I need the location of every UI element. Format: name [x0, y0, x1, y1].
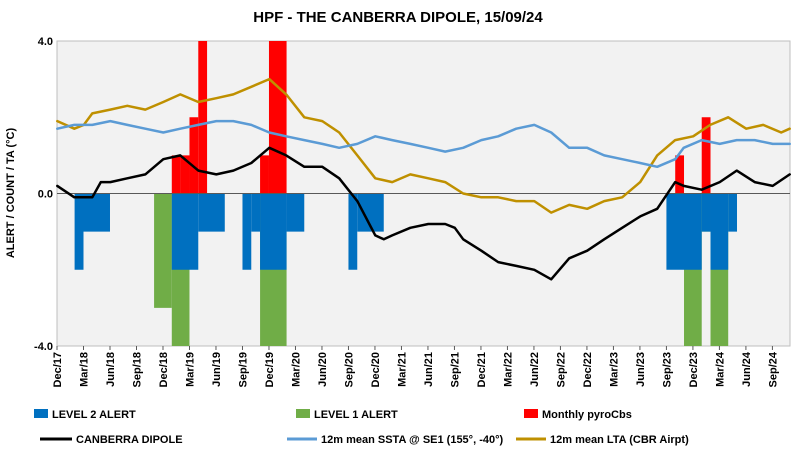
level2-alert-bar [286, 193, 305, 232]
x-tick-label: Dec/20 [370, 352, 382, 387]
level2-alert-bar [728, 193, 738, 232]
x-tick-label: Jun/22 [529, 352, 541, 387]
chart-title: HPF - THE CANBERRA DIPOLE, 15/09/24 [253, 9, 543, 26]
legend-label-level2: LEVEL 2 ALERT [52, 409, 136, 421]
x-tick-label: Mar/19 [185, 352, 197, 387]
pyrocb-bar [171, 155, 181, 194]
level2-alert-bar [171, 193, 199, 270]
x-tick-label: Sep/18 [132, 352, 144, 387]
legend-swatch-level1 [296, 409, 310, 418]
x-tick-label: Dec/23 [688, 352, 700, 387]
legend-label-level1: LEVEL 1 ALERT [314, 409, 398, 421]
x-tick-label: Sep/24 [767, 351, 779, 387]
pyrocb-bar [701, 117, 711, 194]
x-tick-label: Jun/24 [741, 351, 753, 387]
x-tick-label: Jun/19 [211, 352, 223, 387]
x-tick-label: Mar/20 [291, 352, 303, 387]
legend-label-dipole: CANBERRA DIPOLE [76, 434, 183, 446]
x-tick-label: Dec/22 [582, 352, 594, 387]
dipole-line [56, 146, 791, 281]
level2-alert-bar [242, 193, 252, 270]
pyrocb-bar [268, 41, 287, 194]
legend-label-ssta: 12m mean SSTA @ SE1 (155°, -40°) [321, 434, 503, 446]
level2-alert-bar [251, 193, 261, 232]
pyrocb-bar [180, 155, 190, 194]
y-axis-label: ALERT / COUNT / TA (°C) [5, 128, 17, 259]
y-tick-label: 0.0 [38, 189, 53, 201]
level2-alert-bar [666, 193, 702, 270]
level2-alert-bar [198, 193, 225, 232]
x-tick-label: Mar/24 [714, 351, 726, 387]
x-tick-label: Mar/23 [608, 352, 620, 387]
x-tick-label: Dec/21 [476, 352, 488, 387]
x-tick-label: Sep/20 [344, 352, 356, 387]
legend-swatch-level2 [34, 409, 48, 418]
x-tick-label: Sep/19 [238, 352, 250, 387]
x-tick-label: Dec/19 [264, 352, 276, 387]
level2-alert-bar [710, 193, 729, 270]
level2-alert-bar [83, 193, 110, 232]
legend: LEVEL 2 ALERT LEVEL 1 ALERT Monthly pyro… [34, 409, 689, 446]
legend-swatch-pyro [524, 409, 538, 418]
x-tick-label: Mar/22 [502, 352, 514, 387]
ssta-line [56, 119, 791, 169]
pyrocb-bar [189, 117, 199, 194]
level2-alert-bar [260, 193, 287, 270]
pyrocb-bar [260, 155, 269, 194]
x-tick-label: Dec/17 [52, 352, 64, 387]
x-tick-label: Mar/18 [79, 352, 91, 387]
legend-label-lta: 12m mean LTA (CBR Airpt) [550, 434, 689, 446]
x-tick-label: Jun/23 [635, 352, 647, 387]
level2-alert-bar [348, 193, 358, 270]
level2-alert-bar [74, 193, 84, 270]
x-tick-label: Sep/23 [661, 352, 673, 387]
level2-alert-bar [701, 193, 711, 232]
x-tick-label: Sep/22 [555, 352, 567, 387]
level1-alert-bar [154, 193, 172, 308]
lta-line [56, 77, 791, 214]
legend-label-pyro: Monthly pyroCbs [542, 409, 632, 421]
x-tick-label: Jun/20 [317, 352, 329, 387]
x-tick-label: Jun/18 [105, 352, 117, 387]
x-tick-label: Sep/21 [449, 352, 461, 387]
y-tick-label: -4.0 [34, 341, 53, 353]
y-tick-label: 4.0 [38, 36, 53, 48]
x-tick-label: Mar/21 [397, 352, 409, 387]
pyrocb-bar [675, 155, 685, 194]
x-tick-label: Dec/18 [158, 352, 170, 387]
pyrocb-bar [198, 41, 208, 194]
x-tick-label: Jun/21 [423, 352, 435, 387]
